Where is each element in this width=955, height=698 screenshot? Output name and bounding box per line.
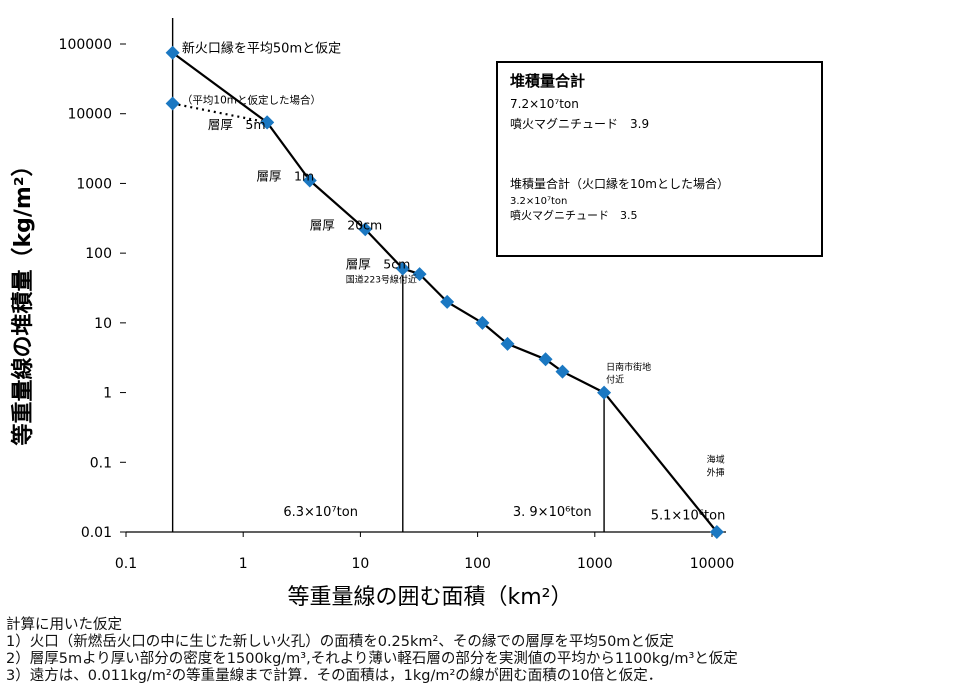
info-box-magnitude: 噴火マグニチュード 3.9 xyxy=(510,117,649,131)
annotation-label: 層厚 1m xyxy=(257,169,315,184)
annotation-label: 国道223号線付近 xyxy=(346,273,417,285)
data-point xyxy=(538,352,553,367)
data-point xyxy=(440,294,455,309)
data-markers xyxy=(165,45,724,539)
y-tick-label: 0.01 xyxy=(81,525,112,541)
x-tick-label: 10 xyxy=(351,556,369,572)
annotations: 新火口縁を平均50mと仮定 （平均10mと仮定した場合） 層厚 5m 層厚 1m 層厚 … xyxy=(182,41,725,524)
y-tick-label: 100 xyxy=(85,246,112,262)
series-line-alt xyxy=(172,102,268,124)
x-tick-label: 0.1 xyxy=(115,556,137,572)
data-point xyxy=(475,315,490,330)
note-item-2: 2）層厚5mより厚い部分の密度を1500kg/m³,それより薄い軽石層の部分を実… xyxy=(6,651,738,667)
annotation-label: 外挿 xyxy=(707,466,725,478)
region-total-label: 5.1×10⁶ton xyxy=(651,509,726,524)
data-point xyxy=(395,261,410,276)
y-axis-title: 等重量線の堆積量（kg/m²） xyxy=(10,155,36,446)
annotation-label: 層厚 5m xyxy=(208,117,266,132)
info-box-total: 7.2×10⁷ton xyxy=(510,97,579,111)
data-point xyxy=(709,525,724,539)
x-tick-label: 1 xyxy=(239,556,248,572)
y-tick-label: 10 xyxy=(94,316,112,332)
annotation-label: 層厚 5cm xyxy=(346,257,411,272)
x-axis-title: 等重量線の囲む面積（km²） xyxy=(288,585,573,610)
info-box-title-alt: 堆積量合計（火口縁を10mとした場合） xyxy=(510,176,729,191)
region-total-label: 6.3×10⁷ton xyxy=(283,505,358,520)
chart: 0.1 1 10 100 1000 100000.010.1110100100010000… xyxy=(10,18,823,610)
annotation-label: 付近 xyxy=(606,373,624,385)
annotation-label: （平均10mと仮定した場合） xyxy=(182,94,321,107)
notes-heading: 計算に用いた仮定 xyxy=(6,617,122,633)
assumption-notes: 計算に用いた仮定 1）火口（新燃岳火口の中に生じた新しい火孔）の面積を0.25k… xyxy=(6,617,738,685)
info-box-title: 堆積量合計 xyxy=(510,72,585,90)
region-total-label: 3. 9×10⁶ton xyxy=(513,505,592,520)
info-box-magnitude-alt: 噴火マグニチュード 3.5 xyxy=(510,208,638,222)
x-tick-label: 100 xyxy=(464,556,491,572)
annotation-label: 海域 xyxy=(707,453,725,465)
y-tick-label: 100000 xyxy=(59,37,112,53)
data-point xyxy=(302,173,317,188)
y-tick-label: 0.1 xyxy=(90,455,112,471)
info-box: 堆積量合計 7.2×10⁷ton 噴火マグニチュード 3.9 堆積量合計（火口縁… xyxy=(496,61,823,257)
data-point xyxy=(412,267,427,282)
info-box-frame xyxy=(496,61,823,257)
y-tick-label: 10000 xyxy=(67,107,112,123)
note-item-1: 1）火口（新燃岳火口の中に生じた新しい火孔）の面積を0.25km²、その縁での層… xyxy=(6,634,674,650)
data-point xyxy=(165,96,180,111)
annotation-label: 層厚 20cm xyxy=(310,217,382,232)
y-tick-label: 1 xyxy=(103,386,112,402)
data-point xyxy=(358,222,373,237)
annotation-label: 新火口縁を平均50mと仮定 xyxy=(182,41,341,57)
annotation-label: 日南市街地 xyxy=(606,361,651,373)
data-point xyxy=(555,364,570,379)
y-tick-label: 1000 xyxy=(76,176,112,192)
data-point xyxy=(597,385,612,400)
x-tick-label: 1000 xyxy=(577,556,613,572)
x-tick-label: 10000 xyxy=(690,556,735,572)
info-box-total-alt: 3.2×10⁷ton xyxy=(510,196,567,207)
data-point xyxy=(260,115,275,130)
data-point xyxy=(165,45,180,60)
data-point xyxy=(500,336,515,351)
note-item-3: 3）遠方は、0.011kg/m²の等重量線まで計算．その面積は，1kg/m²の線… xyxy=(6,668,663,684)
axes: 0.1 1 10 100 1000 100000.010.1110100100010000… xyxy=(59,37,735,572)
